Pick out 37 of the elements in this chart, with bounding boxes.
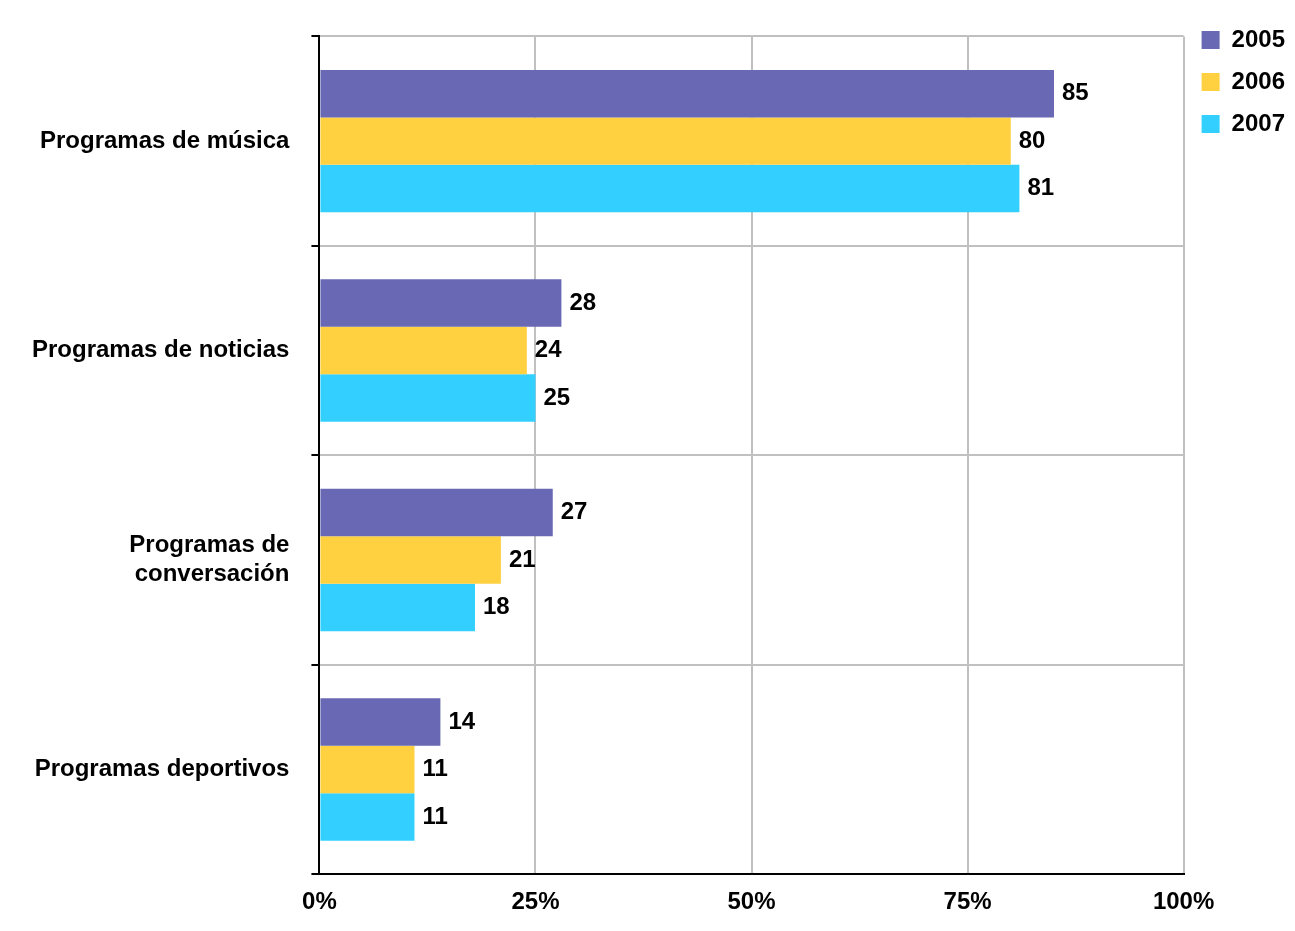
x-tick-label: 0% [302, 887, 337, 915]
data-label: 14 [448, 706, 476, 734]
y-tick-label: Programas de música [39, 125, 291, 153]
legend-label: 2005 [1231, 24, 1285, 52]
data-label: 11 [422, 801, 448, 829]
bar [320, 583, 475, 632]
data-label: 81 [1027, 173, 1055, 201]
data-label: 25 [543, 382, 571, 410]
bar [320, 698, 441, 746]
bar [320, 488, 553, 537]
data-label: 24 [534, 335, 563, 363]
bar [320, 745, 415, 794]
category-label: conversación [134, 559, 290, 587]
legend-label: 2006 [1231, 66, 1285, 94]
legend-label: 2007 [1231, 108, 1285, 136]
bar [320, 164, 1020, 213]
x-tick-label: 25% [511, 887, 560, 915]
y-tick-label: Programas de noticias [31, 335, 290, 363]
data-label: 11 [422, 754, 448, 782]
bar [320, 793, 415, 841]
bar [320, 326, 527, 375]
bar [320, 536, 501, 584]
x-tick-label: 50% [727, 887, 776, 915]
data-label: 21 [508, 544, 536, 572]
category-label: Programas de [129, 530, 290, 558]
bar [320, 279, 562, 327]
x-tick-label: 75% [943, 887, 992, 915]
data-label: 18 [482, 592, 510, 620]
data-label: 85 [1061, 78, 1089, 106]
bar [320, 117, 1011, 165]
data-label: 28 [569, 287, 597, 315]
bar [320, 69, 1054, 118]
data-label: 27 [560, 497, 588, 525]
y-tick-label: Programas deportivos [34, 754, 290, 782]
data-label: 80 [1018, 125, 1046, 153]
bar [320, 374, 536, 422]
x-tick-label: 100% [1152, 887, 1215, 915]
